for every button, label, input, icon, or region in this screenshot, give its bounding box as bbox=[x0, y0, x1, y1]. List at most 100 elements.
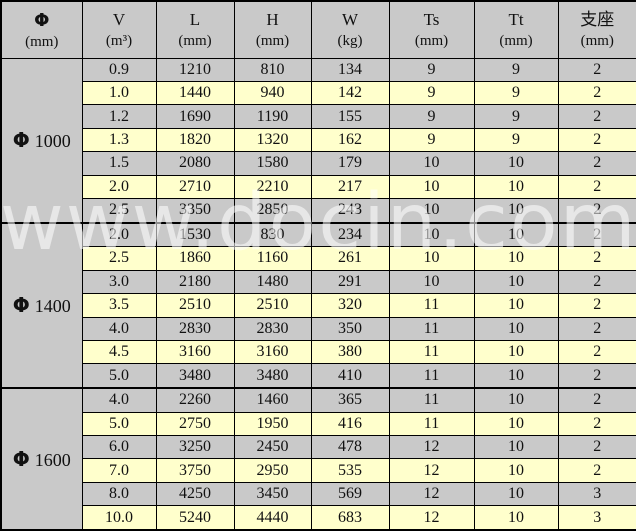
table-row: 1.5 2080 1580 179 10 10 2 bbox=[1, 151, 636, 176]
table-row: 1.3 1820 1320 162 9 9 2 bbox=[1, 127, 636, 153]
header-symbol: Ts bbox=[423, 10, 440, 30]
table-row: Φ 1400 2.0 1530 830 234 10 10 2 bbox=[0, 221, 636, 389]
group-label-1400: Φ 1400 bbox=[0, 221, 83, 389]
table-cell: 350 bbox=[310, 316, 390, 341]
phi-symbol: Φ bbox=[12, 293, 30, 318]
table-cell: 10 bbox=[473, 481, 559, 507]
table-cell: 10 bbox=[473, 339, 559, 365]
table-cell: 1690 bbox=[155, 104, 235, 129]
header-symbol: H bbox=[266, 10, 279, 30]
header-unit: (mm) bbox=[25, 33, 59, 50]
table-cell: 535 bbox=[310, 458, 390, 483]
table-cell: 3 bbox=[557, 481, 636, 507]
table-cell: 11 bbox=[388, 316, 475, 341]
table-cell: 10 bbox=[473, 505, 559, 531]
table-row: 3.5 2510 2510 320 11 10 2 bbox=[1, 293, 636, 318]
table-cell: 2 bbox=[557, 246, 636, 271]
table-cell: 1460 bbox=[233, 386, 312, 413]
table-cell: 11 bbox=[388, 339, 475, 365]
table-cell: 10 bbox=[388, 198, 475, 224]
table-cell: 217 bbox=[310, 174, 390, 200]
table-cell: 2 bbox=[557, 434, 636, 460]
table-cell: 2.5 bbox=[81, 246, 157, 271]
table-cell: 2 bbox=[557, 174, 636, 200]
table-cell: 2850 bbox=[233, 198, 312, 224]
table-cell: 3480 bbox=[233, 363, 312, 389]
table-row: 6.0 3250 2450 478 12 10 2 bbox=[1, 434, 636, 460]
table-cell: 3480 bbox=[155, 363, 235, 389]
table-cell: 2 bbox=[557, 363, 636, 389]
table-cell: 2 bbox=[557, 57, 636, 82]
table-cell: 6.0 bbox=[81, 434, 157, 460]
table-cell: 10 bbox=[388, 221, 475, 248]
header-symbol: Tt bbox=[508, 10, 524, 30]
table-cell: 234 bbox=[310, 221, 390, 248]
table-cell: 4250 bbox=[155, 481, 235, 507]
table-row: 2.5 3350 2850 243 10 10 2 bbox=[1, 198, 636, 224]
header-row: Φ (mm) V (m³) L (mm) H (mm) W (kg) bbox=[0, 0, 636, 59]
table-cell: 410 bbox=[310, 363, 390, 389]
table-cell: 830 bbox=[233, 221, 312, 248]
table-cell: 2 bbox=[557, 411, 636, 437]
table-cell: 569 bbox=[310, 481, 390, 507]
table-row: 2.5 1860 1160 261 10 10 2 bbox=[1, 246, 636, 271]
table-row: 10.0 5240 4440 683 12 10 3 bbox=[1, 505, 636, 531]
phi-symbol: Φ bbox=[12, 446, 30, 471]
table-cell: 142 bbox=[310, 80, 390, 106]
table-cell: 1950 bbox=[233, 411, 312, 437]
table-cell: 2 bbox=[557, 80, 636, 106]
header-unit: (mm) bbox=[255, 33, 290, 50]
table-cell: 0.9 bbox=[81, 57, 157, 82]
table-cell: 940 bbox=[233, 80, 312, 106]
header-unit: (mm) bbox=[580, 33, 614, 50]
table-cell: 416 bbox=[310, 411, 390, 437]
table-cell: 2180 bbox=[155, 269, 235, 295]
header-unit: (mm) bbox=[499, 33, 533, 50]
table-row: Φ 1000 0.9 1210 810 134 9 9 2 bbox=[0, 57, 636, 224]
phi-symbol: Φ bbox=[12, 128, 30, 153]
group-label-1600: Φ 1600 bbox=[0, 386, 83, 531]
table-cell: 2.0 bbox=[81, 174, 157, 200]
header-unit: (m³) bbox=[105, 33, 133, 50]
table-cell: 4.5 bbox=[81, 339, 157, 365]
table-cell: 8.0 bbox=[81, 481, 157, 507]
table-cell: 12 bbox=[388, 505, 475, 531]
table-cell: 365 bbox=[310, 386, 390, 413]
table-cell: 1190 bbox=[233, 104, 312, 129]
table-cell: 380 bbox=[310, 339, 390, 365]
table-cell: 10 bbox=[473, 363, 559, 389]
table-cell: 810 bbox=[233, 57, 312, 82]
table-cell: 10 bbox=[473, 221, 559, 248]
table-cell: 9 bbox=[473, 80, 559, 106]
table-cell: 478 bbox=[310, 434, 390, 460]
table-cell: 10 bbox=[473, 174, 559, 200]
table-cell: 320 bbox=[310, 293, 390, 318]
table-cell: 1580 bbox=[233, 151, 312, 176]
table-cell: 4.0 bbox=[81, 386, 157, 413]
table-cell: 3.5 bbox=[81, 293, 157, 318]
table-cell: 12 bbox=[388, 481, 475, 507]
table-row: 1.2 1690 1190 155 9 9 2 bbox=[1, 104, 636, 129]
table-cell: 2 bbox=[557, 316, 636, 341]
table-row: 4.5 3160 3160 380 11 10 2 bbox=[1, 339, 636, 365]
table-cell: 12 bbox=[388, 458, 475, 483]
column-header-height: H (mm) bbox=[233, 0, 312, 59]
table-cell: 9 bbox=[388, 80, 475, 106]
header-symbol: V bbox=[112, 10, 126, 30]
column-header-length: L (mm) bbox=[155, 0, 235, 59]
table-cell: 3 bbox=[557, 505, 636, 531]
table-cell: 1.2 bbox=[81, 104, 157, 129]
table-cell: 10 bbox=[388, 174, 475, 200]
table-cell: 2 bbox=[557, 104, 636, 129]
table-cell: 4440 bbox=[233, 505, 312, 531]
table-cell: 10 bbox=[388, 269, 475, 295]
table-cell: 10 bbox=[388, 151, 475, 176]
table-row: Φ 1600 4.0 2260 1460 365 11 10 2 bbox=[0, 386, 636, 531]
table-cell: 291 bbox=[310, 269, 390, 295]
table-cell: 3750 bbox=[155, 458, 235, 483]
header-symbol: W bbox=[341, 10, 359, 30]
diameter-value: 1600 bbox=[34, 449, 71, 470]
column-header-tt: Tt (mm) bbox=[473, 0, 559, 59]
table-row: 8.0 4250 3450 569 12 10 3 bbox=[1, 481, 636, 507]
table-cell: 2 bbox=[557, 458, 636, 483]
